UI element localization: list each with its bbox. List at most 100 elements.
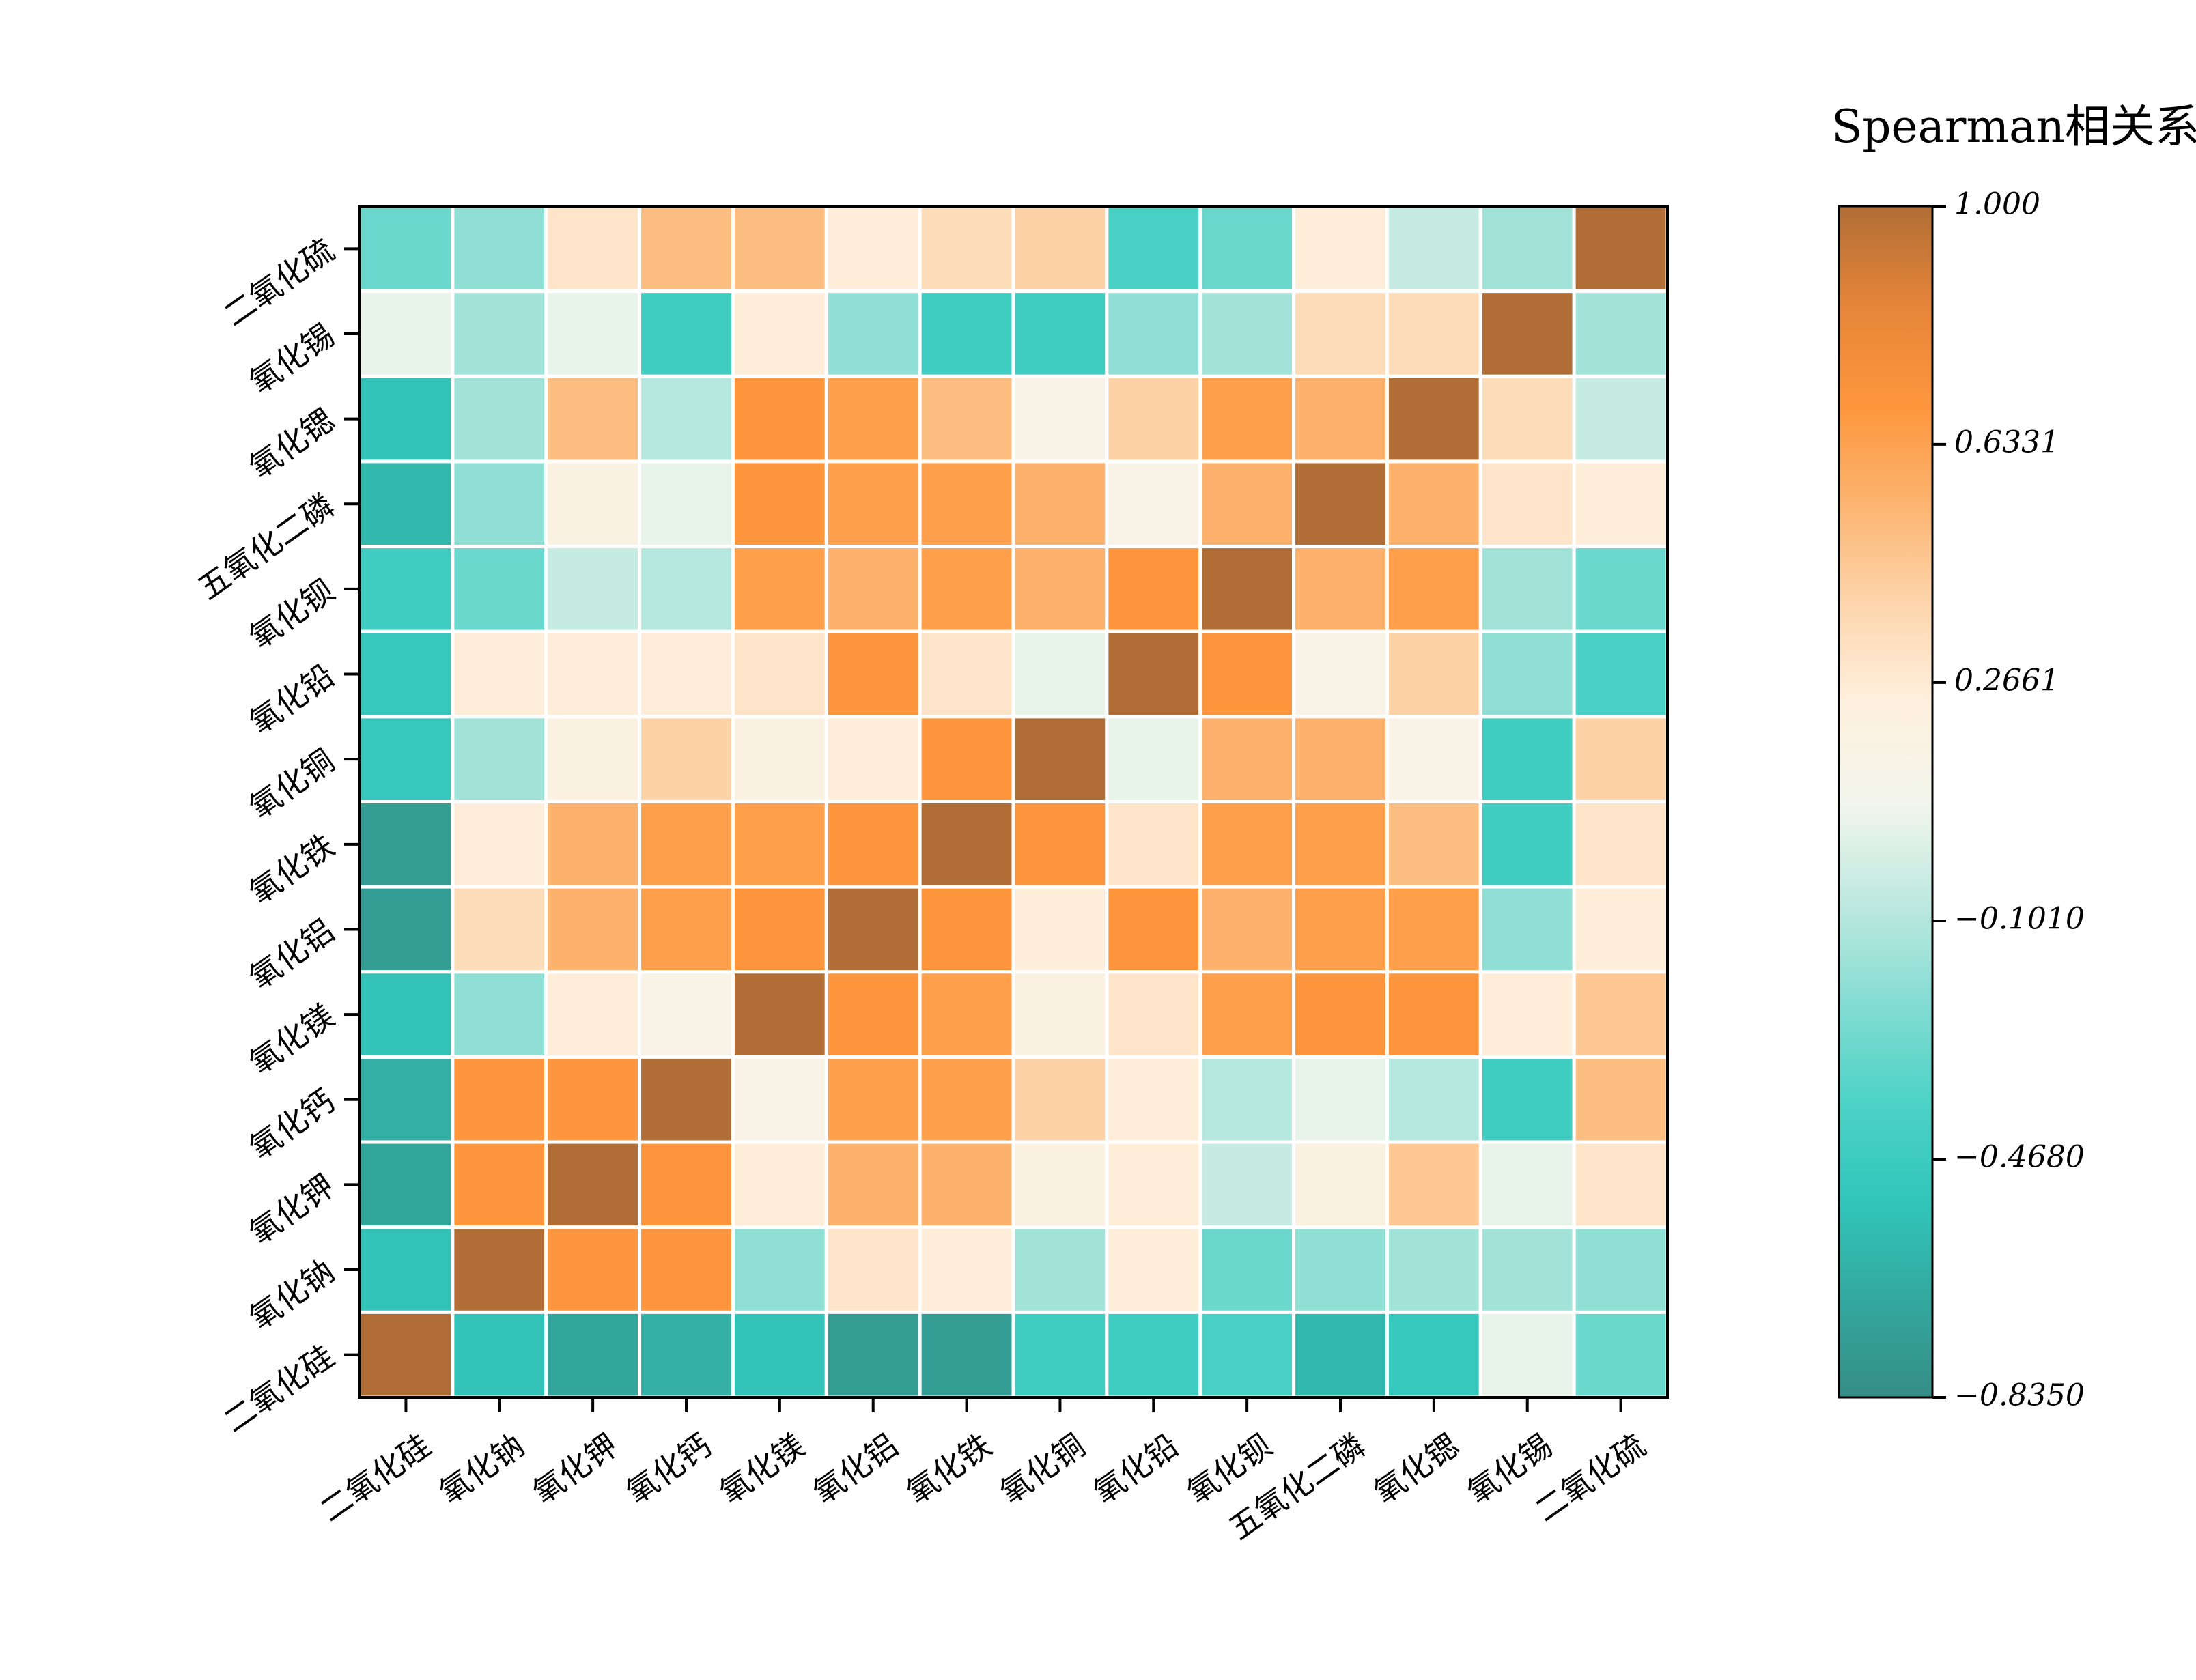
x-tick-label: 氧化铁 bbox=[900, 1427, 998, 1511]
heatmap-cell bbox=[544, 715, 642, 804]
heatmap-cell bbox=[1478, 545, 1576, 633]
x-tick-label: 氧化钾 bbox=[526, 1427, 624, 1511]
heatmap-cell bbox=[638, 1310, 735, 1399]
heatmap-cell bbox=[1105, 970, 1202, 1059]
heatmap-cell bbox=[1572, 1140, 1670, 1229]
heatmap-cell bbox=[1198, 1310, 1296, 1399]
heatmap-cell bbox=[731, 289, 828, 378]
heatmap-cell bbox=[1572, 459, 1670, 549]
heatmap-cell bbox=[1105, 1310, 1202, 1399]
colorbar-bar bbox=[1838, 205, 1934, 1399]
heatmap-cell bbox=[1385, 545, 1482, 633]
heatmap-cell bbox=[1198, 204, 1296, 294]
colorbar-tick-label: 0.2661 bbox=[1954, 663, 2059, 698]
heatmap-cell bbox=[1011, 1225, 1109, 1314]
heatmap-cell bbox=[1572, 885, 1670, 974]
heatmap-cell bbox=[824, 374, 922, 464]
heatmap-cell bbox=[918, 545, 1015, 633]
colorbar-tick-label: 0.6331 bbox=[1954, 425, 2059, 459]
heatmap-cell bbox=[357, 1310, 455, 1399]
heatmap-cell bbox=[544, 1225, 642, 1314]
heatmap-cell bbox=[1198, 374, 1296, 464]
heatmap-cell bbox=[544, 204, 642, 294]
y-tick-label: 氧化镁 bbox=[242, 997, 341, 1081]
heatmap-cell bbox=[1292, 885, 1389, 974]
heatmap-cell bbox=[731, 204, 828, 294]
y-tick-label: 氧化钠 bbox=[242, 1253, 341, 1337]
heatmap-cell bbox=[1198, 1055, 1296, 1144]
heatmap-cell bbox=[731, 970, 828, 1059]
y-tick-label: 氧化铁 bbox=[242, 827, 341, 911]
heatmap-cell bbox=[1385, 1225, 1482, 1314]
heatmap-cell bbox=[1572, 1225, 1670, 1314]
heatmap-cell bbox=[1572, 1310, 1670, 1399]
heatmap-cell bbox=[1011, 1055, 1109, 1144]
heatmap-cell bbox=[1478, 1225, 1576, 1314]
heatmap-cell bbox=[1572, 545, 1670, 633]
heatmap-cell bbox=[1292, 715, 1389, 804]
heatmap-cell bbox=[1292, 629, 1389, 719]
y-tick-label: 氧化锶 bbox=[242, 401, 341, 485]
heatmap-cell bbox=[1478, 289, 1576, 378]
heatmap-cell bbox=[1105, 629, 1202, 719]
heatmap-cell bbox=[1572, 629, 1670, 719]
heatmap-cell bbox=[1478, 970, 1576, 1059]
heatmap-cell bbox=[731, 1310, 828, 1399]
heatmap-cell bbox=[638, 1055, 735, 1144]
heatmap-cell bbox=[357, 715, 455, 804]
heatmap-cell bbox=[918, 970, 1015, 1059]
heatmap-cell bbox=[451, 204, 548, 294]
colorbar-tick-label: −0.8350 bbox=[1954, 1378, 2085, 1413]
heatmap-cell bbox=[824, 459, 922, 549]
heatmap-cell bbox=[1011, 1310, 1109, 1399]
heatmap-cell bbox=[1478, 800, 1576, 889]
x-tick-label: 二氧化硅 bbox=[313, 1427, 438, 1529]
heatmap-cell bbox=[638, 885, 735, 974]
heatmap-cell bbox=[918, 1225, 1015, 1314]
heatmap-cell bbox=[1105, 885, 1202, 974]
heatmap-cell bbox=[824, 204, 922, 294]
heatmap-cell bbox=[731, 1140, 828, 1229]
heatmap-cell bbox=[357, 289, 455, 378]
heatmap-cell bbox=[918, 289, 1015, 378]
heatmap-cell bbox=[1198, 629, 1296, 719]
heatmap-cell bbox=[1478, 374, 1576, 464]
x-tick-label: 氧化铝 bbox=[806, 1427, 905, 1511]
heatmap-cell bbox=[357, 1225, 455, 1314]
heatmap-cell bbox=[1292, 1055, 1389, 1144]
heatmap-cell bbox=[544, 885, 642, 974]
heatmap-cell bbox=[1478, 1055, 1576, 1144]
heatmap-cell bbox=[918, 885, 1015, 974]
heatmap-cell bbox=[451, 289, 548, 378]
heatmap-cell bbox=[918, 629, 1015, 719]
heatmap-cell bbox=[1572, 800, 1670, 889]
heatmap-cell bbox=[1198, 800, 1296, 889]
heatmap-cell bbox=[1385, 459, 1482, 549]
heatmap-cell bbox=[638, 289, 735, 378]
heatmap-cell bbox=[824, 545, 922, 633]
heatmap-cell bbox=[544, 459, 642, 549]
heatmap-cell bbox=[544, 1055, 642, 1144]
heatmap-cell bbox=[638, 970, 735, 1059]
heatmap-cell bbox=[918, 204, 1015, 294]
heatmap-cell bbox=[1478, 1140, 1576, 1229]
x-tick-label: 氧化镁 bbox=[713, 1427, 811, 1511]
x-tick-label: 氧化铜 bbox=[993, 1427, 1091, 1511]
heatmap-cell bbox=[1572, 970, 1670, 1059]
heatmap-cell bbox=[918, 1055, 1015, 1144]
heatmap-cell bbox=[731, 885, 828, 974]
heatmap-cell bbox=[451, 545, 548, 633]
colorbar-tick-label: −0.4680 bbox=[1954, 1140, 2085, 1175]
heatmap-cell bbox=[1572, 1055, 1670, 1144]
heatmap-cell bbox=[1292, 1310, 1389, 1399]
heatmap-cell bbox=[918, 800, 1015, 889]
heatmap-cell bbox=[638, 545, 735, 633]
heatmap-cells bbox=[357, 204, 1670, 1399]
heatmap-cell bbox=[544, 1310, 642, 1399]
heatmap-cell bbox=[1292, 545, 1389, 633]
heatmap-cell bbox=[1292, 459, 1389, 549]
heatmap-cell bbox=[1198, 459, 1296, 549]
x-axis: 二氧化硅氧化钠氧化钾氧化钙氧化镁氧化铝氧化铁氧化铜氧化铅氧化钡五氧化二磷氧化锶氧… bbox=[313, 1397, 1652, 1547]
heatmap-cell bbox=[1385, 204, 1482, 294]
